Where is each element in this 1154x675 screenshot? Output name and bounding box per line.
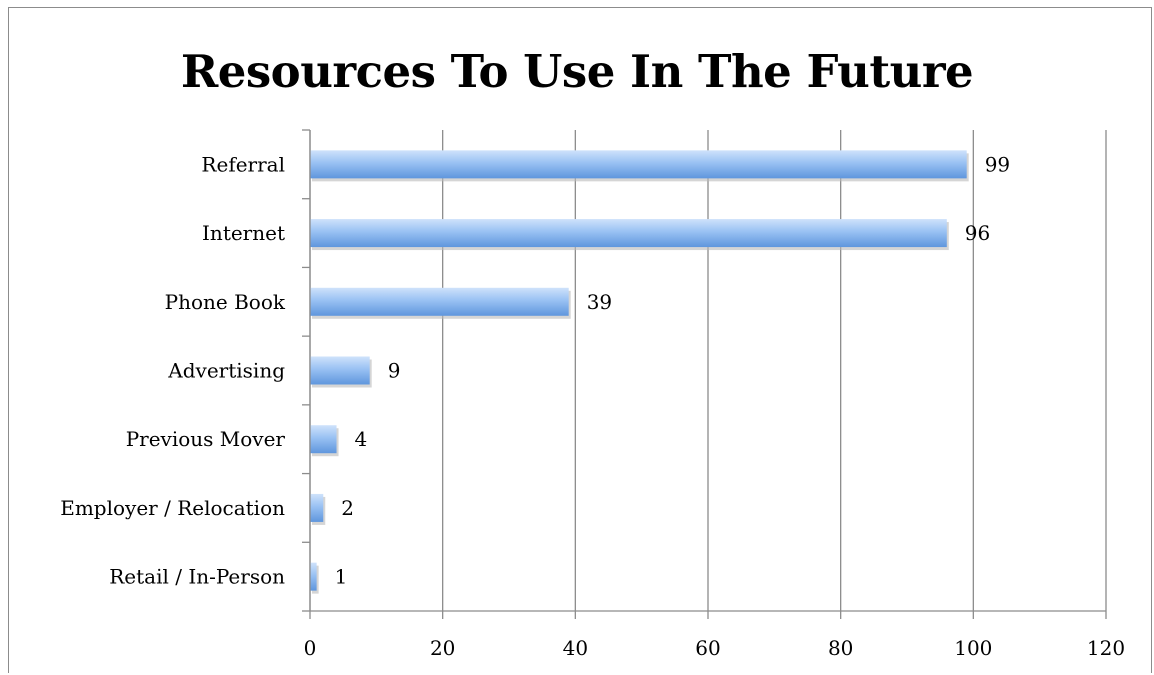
data-label: 4 bbox=[355, 427, 368, 451]
bar bbox=[310, 150, 967, 179]
chart-title: Resources To Use In The Future bbox=[180, 45, 974, 98]
x-tick-label: 40 bbox=[563, 636, 588, 660]
category-label: Employer / Relocation bbox=[60, 496, 285, 520]
data-label: 96 bbox=[965, 221, 990, 245]
data-label: 39 bbox=[587, 290, 612, 314]
data-label: 1 bbox=[335, 565, 348, 589]
category-label: Retail / In-Person bbox=[109, 565, 285, 589]
x-tick-label: 100 bbox=[954, 636, 992, 660]
x-tick-label: 0 bbox=[304, 636, 317, 660]
bar bbox=[310, 287, 569, 316]
category-label: Previous Mover bbox=[126, 427, 286, 451]
chart-frame bbox=[8, 7, 1152, 673]
data-label: 9 bbox=[388, 359, 401, 383]
bar bbox=[310, 356, 370, 385]
category-label: Advertising bbox=[167, 359, 285, 383]
x-tick-label: 20 bbox=[430, 636, 455, 660]
x-tick-label: 80 bbox=[828, 636, 853, 660]
bar bbox=[310, 425, 337, 454]
x-tick-label: 120 bbox=[1087, 636, 1125, 660]
x-tick-label: 60 bbox=[695, 636, 720, 660]
bar bbox=[310, 562, 317, 591]
category-label: Phone Book bbox=[165, 290, 286, 314]
bar bbox=[310, 493, 324, 522]
bar bbox=[310, 219, 947, 248]
category-label: Internet bbox=[202, 221, 285, 245]
data-label: 2 bbox=[341, 496, 354, 520]
data-label: 99 bbox=[985, 152, 1010, 176]
category-label: Referral bbox=[201, 152, 285, 176]
